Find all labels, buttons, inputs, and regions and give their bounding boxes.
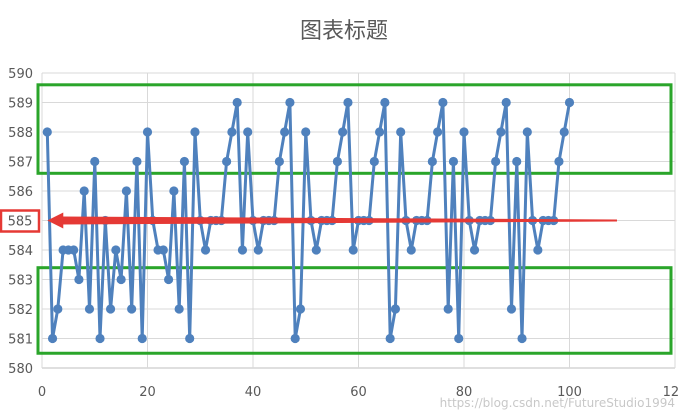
data-point xyxy=(454,333,464,344)
data-point xyxy=(369,156,379,167)
data-point xyxy=(433,127,443,137)
x-tick-label: 100 xyxy=(557,385,582,400)
data-point xyxy=(47,333,58,344)
x-tick-label: 0 xyxy=(38,385,46,400)
data-point xyxy=(375,127,385,137)
data-point xyxy=(390,304,401,314)
data-point xyxy=(522,127,532,137)
y-tick-label: 581 xyxy=(8,333,33,348)
data-point xyxy=(564,97,575,108)
annotation-layer: 585 xyxy=(0,209,617,233)
data-point xyxy=(396,127,406,137)
data-point xyxy=(554,156,564,167)
data-point xyxy=(406,245,416,255)
x-tick-label: 40 xyxy=(245,385,262,400)
data-point xyxy=(506,304,517,314)
y-tick-label: 580 xyxy=(8,362,33,377)
data-point xyxy=(132,156,142,167)
highlight-value-box xyxy=(0,209,41,233)
data-point xyxy=(232,97,242,108)
data-point xyxy=(185,333,195,344)
data-point xyxy=(169,186,179,196)
chart-title: 图表标题 xyxy=(300,19,388,44)
data-point xyxy=(174,304,184,314)
data-point xyxy=(95,333,105,344)
arrow-shaft xyxy=(61,216,617,225)
highlight-range-box xyxy=(36,266,673,355)
data-point xyxy=(491,156,501,167)
x-tick-label: 60 xyxy=(350,385,367,400)
data-point xyxy=(290,333,300,344)
data-point xyxy=(90,156,100,167)
x-tick-label: 80 xyxy=(456,385,473,400)
y-tick-label: 586 xyxy=(8,185,33,200)
data-point xyxy=(105,304,116,314)
arrow-head xyxy=(47,212,64,229)
data-point xyxy=(295,304,306,314)
highlight-range-box xyxy=(36,83,673,175)
highlight-ranges xyxy=(36,83,673,355)
y-tick-label: 584 xyxy=(8,244,33,259)
data-point xyxy=(127,304,137,314)
y-tick-label: 587 xyxy=(8,156,33,171)
data-point xyxy=(227,127,237,137)
data-point xyxy=(137,333,147,344)
y-tick-label: 590 xyxy=(8,67,33,82)
data-point xyxy=(517,333,527,344)
data-point xyxy=(533,245,543,255)
data-point xyxy=(237,245,248,255)
data-point xyxy=(438,97,448,108)
data-point xyxy=(142,127,153,137)
data-point xyxy=(164,274,174,285)
watermark: https://blog.csdn.net/FutureStudio1994 xyxy=(440,396,675,410)
data-point xyxy=(469,245,480,255)
data-point xyxy=(158,245,168,255)
data-point xyxy=(280,127,290,137)
highlight-value-label: 585 xyxy=(8,215,33,230)
data-point xyxy=(243,127,253,137)
data-point xyxy=(79,186,89,196)
data-point xyxy=(200,245,211,255)
data-point xyxy=(443,304,453,314)
data-point xyxy=(332,156,342,167)
x-tick-label: 120 xyxy=(663,385,679,400)
data-point xyxy=(459,127,469,137)
y-tick-label: 582 xyxy=(8,303,33,318)
data-point xyxy=(179,156,190,167)
data-point xyxy=(53,304,63,314)
y-tick-label: 589 xyxy=(8,97,33,112)
data-point xyxy=(190,127,200,137)
y-tick-label: 583 xyxy=(8,274,33,289)
data-point xyxy=(285,97,295,108)
data-point xyxy=(448,156,459,167)
data-point xyxy=(380,97,390,108)
data-point xyxy=(343,97,353,108)
data-point xyxy=(116,274,126,285)
data-point xyxy=(559,127,569,137)
data-point xyxy=(311,245,321,255)
data-point xyxy=(496,127,506,137)
data-point xyxy=(74,274,84,285)
data-point xyxy=(111,245,121,255)
data-point xyxy=(501,97,511,108)
data-point xyxy=(301,127,311,137)
data-point xyxy=(512,156,522,167)
data-point xyxy=(274,156,284,167)
data-point xyxy=(222,156,232,167)
data-point xyxy=(348,245,358,255)
data-point xyxy=(84,304,95,314)
x-tick-label: 20 xyxy=(139,385,156,400)
data-point xyxy=(338,127,348,137)
data-point xyxy=(121,186,131,196)
data-point xyxy=(42,127,52,137)
axis-labels: 580 581 582 583 584 585 586 587 588 589 590 0 20 40 60… xyxy=(8,67,679,400)
data-point xyxy=(253,245,263,255)
data-point xyxy=(427,156,437,167)
y-tick-label: 588 xyxy=(8,126,33,141)
data-point xyxy=(69,245,79,255)
data-point xyxy=(385,333,395,344)
